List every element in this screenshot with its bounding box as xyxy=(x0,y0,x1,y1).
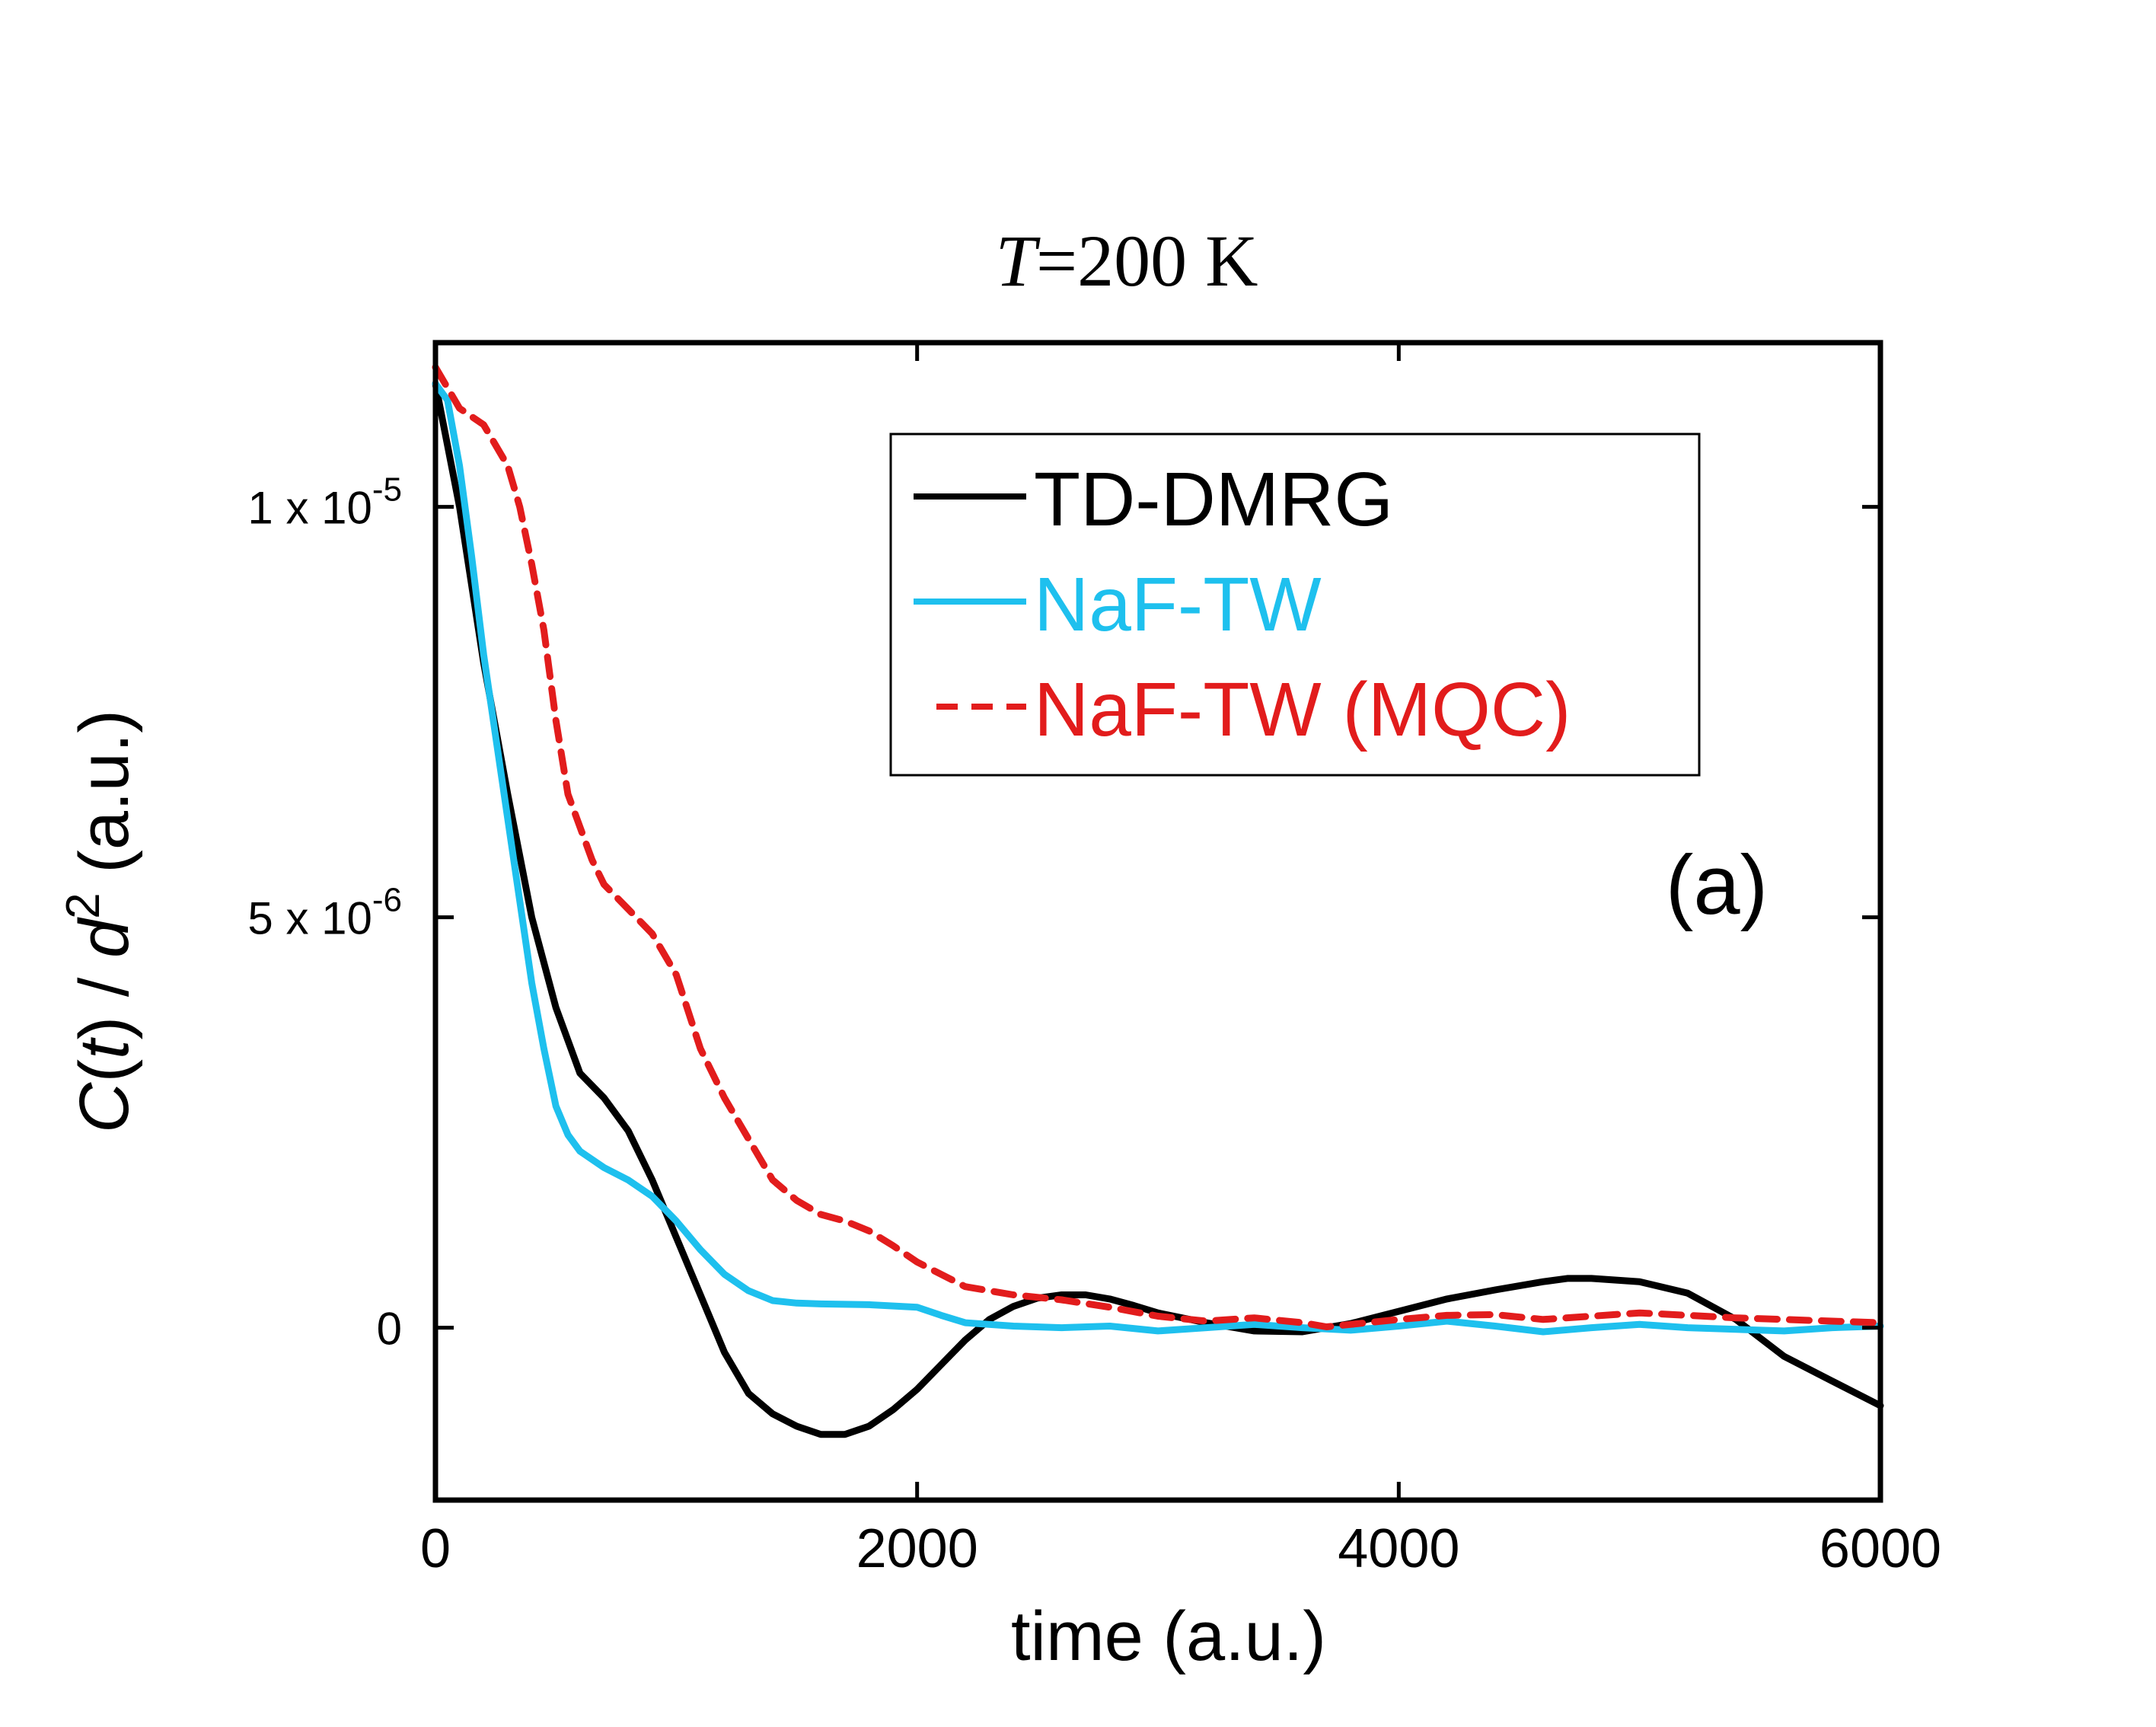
panel-label: (a) xyxy=(1666,838,1768,932)
y-tick-label: 0 xyxy=(377,1304,402,1355)
x-tick-label: 2000 xyxy=(856,1518,978,1579)
chart-title: T=200 K xyxy=(996,220,1258,302)
series-line-naf-tw-mqc xyxy=(432,363,1884,1330)
legend-label-naf-tw-mqc: NaF-TW (MQC) xyxy=(1034,667,1571,752)
series-line-naf-tw xyxy=(432,380,1884,1336)
y-tick-label: 1 x 10-5 xyxy=(247,471,402,534)
x-axis-label: time (a.u.) xyxy=(1011,1598,1326,1675)
x-tick-label: 4000 xyxy=(1338,1518,1459,1579)
x-tick-label: 0 xyxy=(420,1518,451,1579)
series-line-td-dmrg xyxy=(432,380,1884,1438)
plot-frame xyxy=(432,340,1883,1503)
legend-label-td-dmrg: TD-DMRG xyxy=(1034,457,1393,542)
series-layer xyxy=(432,363,1884,1438)
y-axis-label: C(t) / d2 (a.u.) xyxy=(57,710,143,1133)
legend: TD-DMRG NaF-TW NaF-TW (MQC) xyxy=(889,433,1701,777)
y-tick-label: 5 x 10-6 xyxy=(247,882,402,944)
ticks-layer: 0 2000 4000 6000 0 5 x 10-6 1 x 10-5 xyxy=(247,343,1941,1579)
x-tick-label: 6000 xyxy=(1820,1518,1941,1579)
legend-label-naf-tw: NaF-TW xyxy=(1034,562,1322,647)
